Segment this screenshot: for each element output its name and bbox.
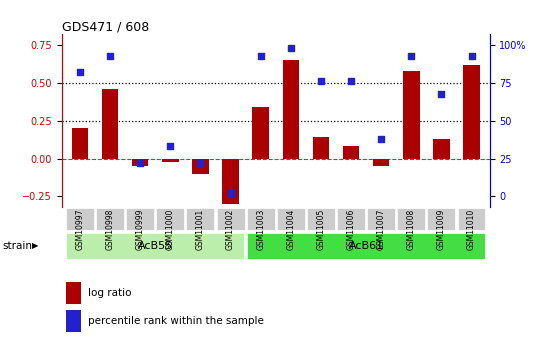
- Bar: [463, 65, 480, 159]
- Bar: [403, 71, 420, 159]
- Text: GSM11010: GSM11010: [467, 209, 476, 250]
- Point: [407, 53, 415, 58]
- Text: GSM11001: GSM11001: [196, 209, 205, 250]
- Point: [196, 160, 205, 166]
- Bar: [282, 60, 299, 159]
- Point: [106, 53, 115, 58]
- Bar: [343, 147, 359, 159]
- Point: [257, 53, 265, 58]
- Bar: [222, 159, 239, 204]
- Text: log ratio: log ratio: [88, 288, 131, 298]
- Point: [226, 191, 235, 196]
- Point: [377, 136, 385, 142]
- Text: AcB55: AcB55: [138, 241, 173, 251]
- Text: GSM10997: GSM10997: [75, 209, 84, 250]
- Text: GSM11005: GSM11005: [316, 209, 325, 250]
- Bar: [373, 159, 390, 166]
- Point: [286, 45, 295, 51]
- Text: ▶: ▶: [32, 241, 39, 250]
- Bar: [72, 128, 88, 159]
- Bar: [252, 107, 269, 159]
- Text: GSM11002: GSM11002: [226, 209, 235, 250]
- Point: [437, 91, 445, 96]
- Text: GDS471 / 608: GDS471 / 608: [62, 20, 149, 33]
- Point: [76, 70, 84, 75]
- Text: GSM11008: GSM11008: [407, 209, 416, 250]
- Bar: [66, 233, 244, 259]
- Text: GSM11004: GSM11004: [286, 209, 295, 250]
- Text: GSM10998: GSM10998: [105, 209, 115, 250]
- Point: [316, 79, 325, 84]
- Text: percentile rank within the sample: percentile rank within the sample: [88, 316, 264, 326]
- Text: GSM11006: GSM11006: [346, 209, 356, 250]
- Text: GSM11007: GSM11007: [377, 209, 386, 250]
- Point: [166, 144, 175, 149]
- Text: GSM11000: GSM11000: [166, 209, 175, 250]
- Bar: [132, 159, 148, 166]
- Text: AcB61: AcB61: [349, 241, 384, 251]
- Text: GSM11003: GSM11003: [256, 209, 265, 250]
- Text: GSM11009: GSM11009: [437, 209, 446, 250]
- Bar: [313, 137, 329, 159]
- Point: [346, 79, 355, 84]
- Text: GSM10999: GSM10999: [136, 209, 145, 250]
- Point: [136, 160, 145, 166]
- Point: [467, 53, 476, 58]
- Bar: [66, 310, 81, 332]
- Bar: [102, 89, 118, 159]
- Text: strain: strain: [3, 241, 33, 251]
- Bar: [192, 159, 209, 174]
- Bar: [247, 233, 485, 259]
- Bar: [66, 282, 81, 304]
- Bar: [162, 159, 179, 161]
- Bar: [433, 139, 450, 159]
